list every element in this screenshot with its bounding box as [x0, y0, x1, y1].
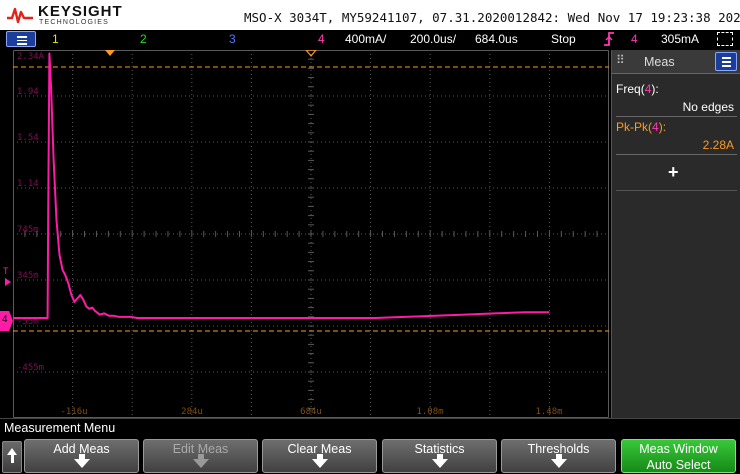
arrow-stem: [10, 455, 14, 463]
divider: [616, 116, 737, 117]
arrow-stem: [78, 454, 85, 460]
instrument-header: KEYSIGHT TECHNOLOGIES MSO-X 3034T, MY592…: [0, 0, 740, 30]
trigger-level-marker-label: T: [3, 266, 9, 276]
clear-meas-label: Clear Meas: [287, 442, 352, 456]
arrow-stem: [555, 454, 562, 460]
measurement-2-value: 2.28A: [702, 138, 734, 152]
measurement-1-name: Freq: [616, 82, 641, 96]
trigger-position-marker-icon[interactable]: [105, 50, 115, 56]
arrow-down-icon: [431, 459, 448, 468]
channel-3-label[interactable]: 3: [229, 32, 236, 46]
channel-1-label[interactable]: 1: [52, 32, 59, 46]
y-label-4: 745m: [17, 225, 39, 235]
add-measurement-icon[interactable]: +: [668, 162, 679, 182]
trigger-level[interactable]: 305mA: [661, 32, 700, 46]
x-label-0: -116u: [60, 407, 87, 417]
channel-status-bar: 1 2 3 4 400mA/ 200.0us/ 684.0us Stop 4 3…: [0, 30, 740, 48]
trigger-level-marker[interactable]: T: [0, 266, 13, 288]
trigger-edge-icon[interactable]: [602, 31, 616, 47]
arrow-down-icon: [192, 459, 209, 468]
y-label-5: 345m: [17, 271, 39, 281]
add-meas-button[interactable]: Add Meas: [24, 439, 139, 473]
clear-meas-button[interactable]: Clear Meas: [262, 439, 377, 473]
menu-title: Measurement Menu: [4, 421, 116, 435]
measurement-2-name: Pk-Pk: [616, 120, 649, 134]
brand-subtitle: TECHNOLOGIES: [39, 19, 110, 26]
brand-name: KEYSIGHT: [38, 3, 123, 20]
arrow-stem: [197, 454, 204, 460]
edit-meas-button[interactable]: Edit Meas: [143, 439, 258, 473]
y-label-6: -55m: [17, 317, 39, 327]
back-button[interactable]: [2, 441, 22, 473]
graticule-grid: [13, 50, 609, 418]
ground-marker-label: 4: [2, 314, 8, 325]
y-label-3: 1.14: [17, 179, 39, 189]
vertical-axis-labels: 2.34A 1.94 1.54 1.14 745m 345m -55m -455…: [17, 52, 45, 373]
panel-menu-icon[interactable]: [715, 52, 737, 71]
waveform-display[interactable]: 2.34A 1.94 1.54 1.14 745m 345m -55m -455…: [13, 50, 609, 418]
drag-handle-icon[interactable]: ⠿: [616, 53, 625, 67]
divider: [616, 154, 737, 155]
meas-window-label: Meas Window: [639, 442, 718, 456]
arrow-up-icon: [7, 448, 17, 455]
y-label-0: 2.34A: [17, 52, 45, 62]
meas-window-button[interactable]: Meas Window Auto Select: [621, 439, 736, 473]
channel-4-label[interactable]: 4: [318, 32, 325, 46]
channel-2-label[interactable]: 2: [140, 32, 147, 46]
zoom-icon[interactable]: [717, 32, 733, 46]
time-scale[interactable]: 200.0us/: [410, 32, 457, 46]
thresholds-label: Thresholds: [527, 442, 590, 456]
measurement-2-label[interactable]: Pk-Pk(4):: [616, 120, 667, 134]
measurement-1-value: No edges: [682, 100, 734, 114]
arrow-stem: [316, 454, 323, 460]
y-label-7: -455m: [17, 363, 44, 373]
time-reference-marker-icon[interactable]: [305, 50, 317, 57]
arrow-down-icon: [550, 459, 567, 468]
panel-header: ⠿ Meas: [612, 50, 740, 74]
trigger-channel[interactable]: 4: [631, 32, 638, 46]
channel-4-waveform: [13, 52, 550, 319]
x-label-4: 1.48m: [535, 407, 562, 417]
softkey-bar: Measurement Menu Add Meas Edit Meas Clea…: [0, 418, 740, 474]
horizontal-axis-labels: -116u 284u 684u 1.08m 1.48m: [60, 407, 562, 417]
main-menu-icon[interactable]: [6, 31, 36, 47]
arrow-right-icon: [5, 278, 11, 286]
thresholds-button[interactable]: Thresholds: [501, 439, 616, 473]
vertical-scale[interactable]: 400mA/: [345, 32, 387, 46]
x-label-1: 284u: [181, 407, 203, 417]
measurement-1-label[interactable]: Freq(4):: [616, 82, 659, 96]
measurement-1-channel: 4: [644, 82, 652, 96]
statistics-button[interactable]: Statistics: [382, 439, 497, 473]
measurement-2-channel: 4: [652, 120, 659, 134]
edit-meas-label: Edit Meas: [172, 442, 229, 456]
meas-window-value: Auto Select: [646, 458, 711, 472]
add-meas-label: Add Meas: [53, 442, 110, 456]
instrument-info: MSO-X 3034T, MY59241107, 07.31.202001284…: [244, 10, 740, 25]
x-label-3: 1.08m: [416, 407, 443, 417]
arrow-down-icon: [311, 459, 328, 468]
y-label-2: 1.54: [17, 133, 39, 143]
statistics-label: Statistics: [414, 442, 465, 456]
divider: [616, 190, 737, 191]
measurement-panel: ⠿ Meas Freq(4): No edges Pk-Pk(4): 2.28A…: [611, 50, 740, 418]
y-label-1: 1.94: [17, 87, 39, 97]
arrow-stem: [436, 454, 443, 460]
run-state[interactable]: Stop: [551, 32, 576, 46]
x-label-2: 684u: [300, 407, 322, 417]
panel-title[interactable]: Meas: [644, 55, 675, 69]
time-position[interactable]: 684.0us: [475, 32, 518, 46]
channel-4-ground-marker[interactable]: 4: [0, 311, 13, 331]
keysight-wave-logo-icon: [7, 7, 33, 24]
arrow-down-icon: [73, 459, 90, 468]
